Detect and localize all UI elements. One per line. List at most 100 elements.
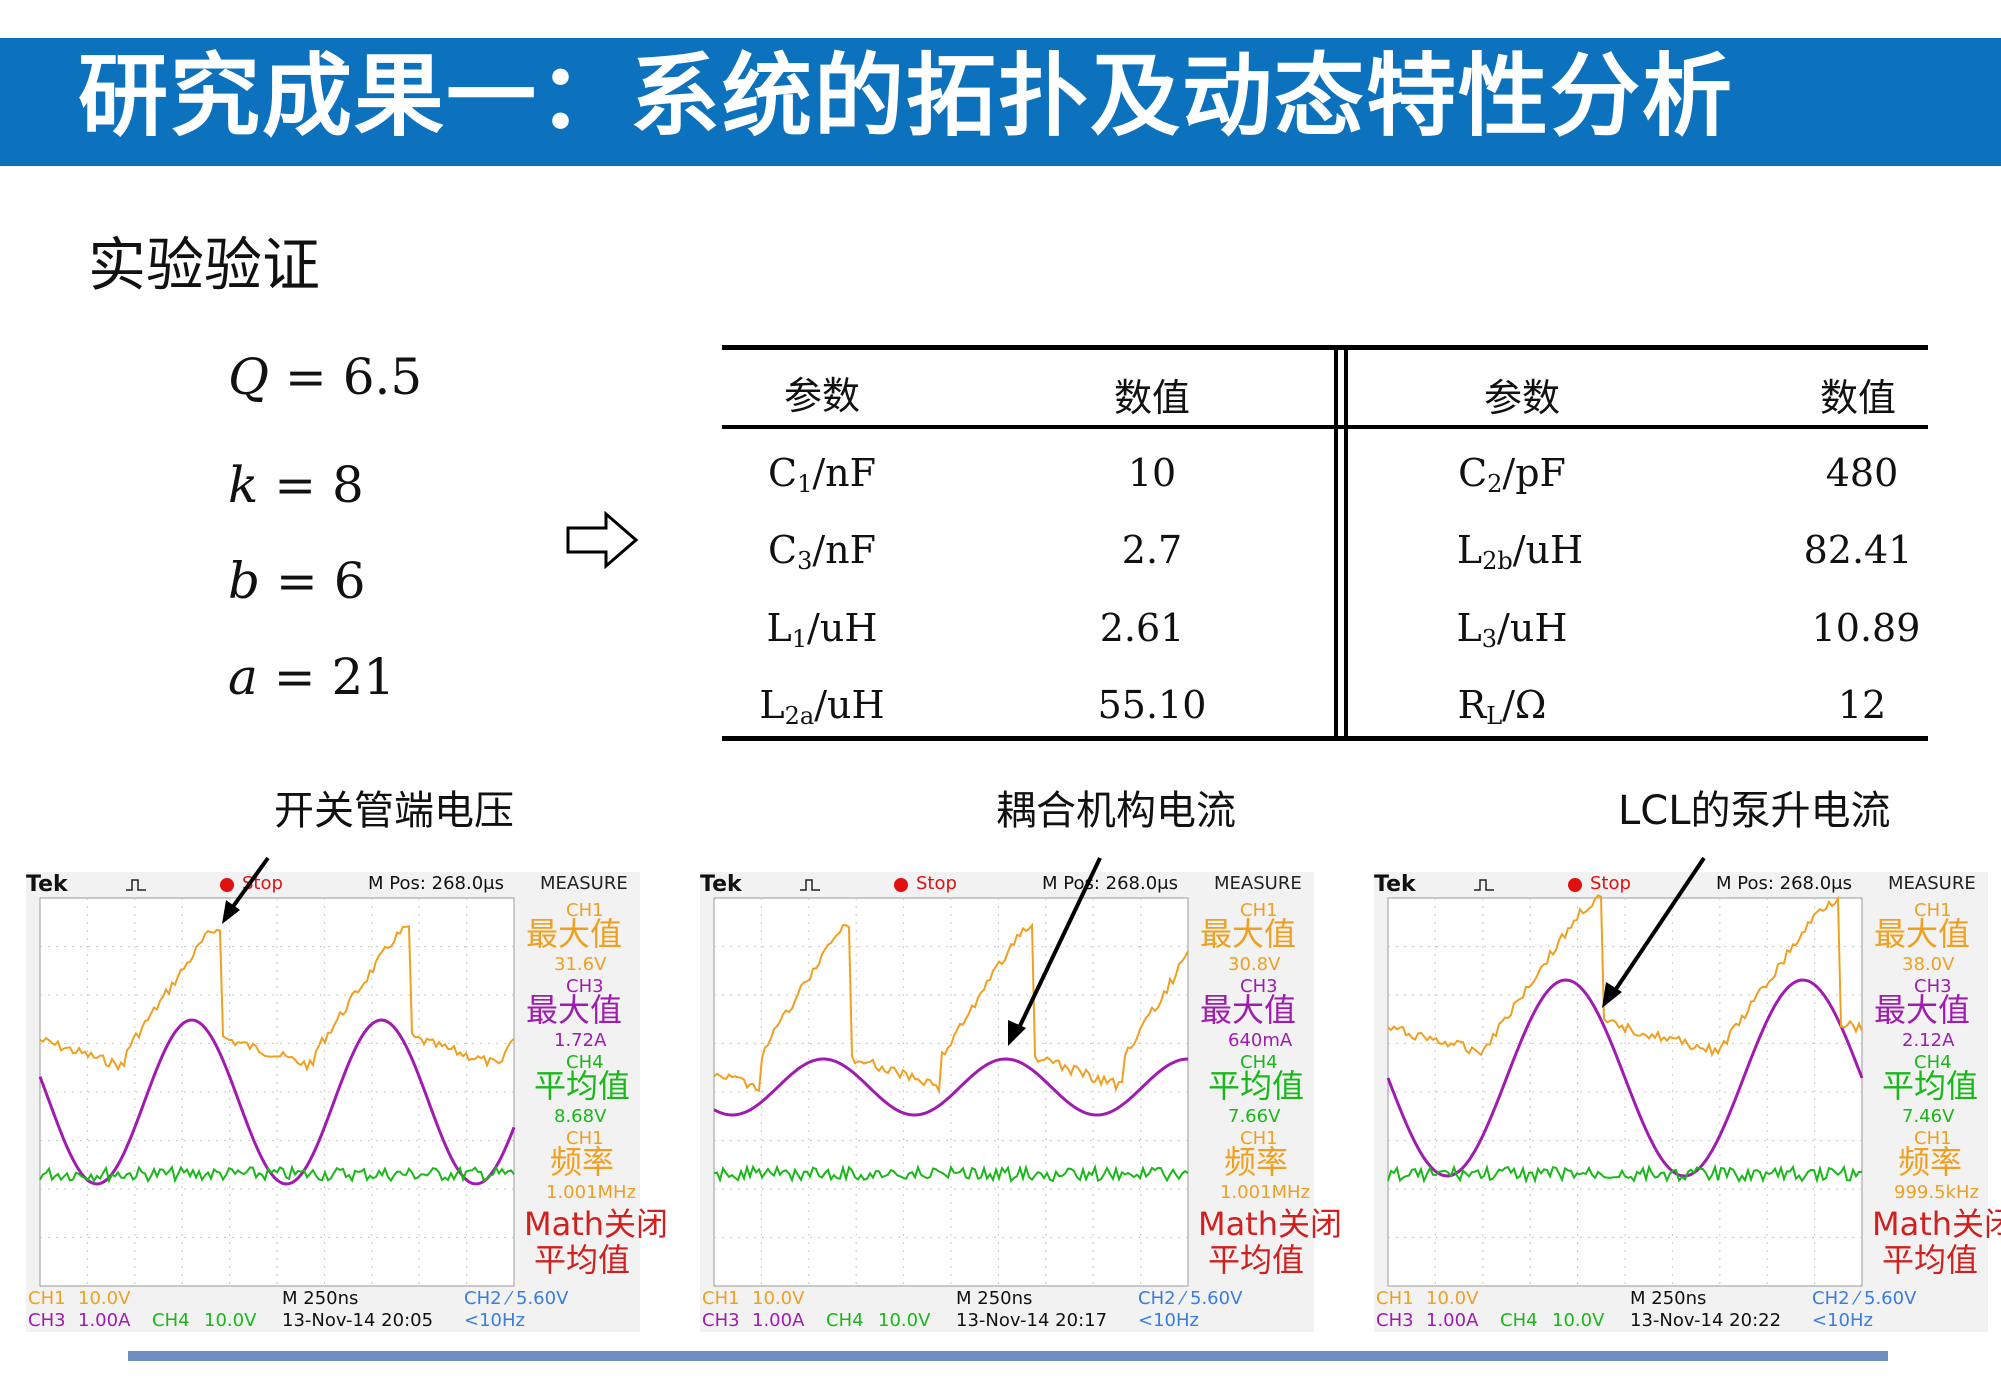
param-cell: C3/nF	[767, 528, 876, 575]
eq-value: 6	[333, 552, 366, 610]
value-cell: 10	[1127, 451, 1177, 495]
eq-value: 8	[332, 456, 364, 514]
table-divider	[1334, 345, 1338, 741]
footer-ch1-scale: 10.0V	[1426, 1288, 1479, 1309]
table-header-value: 数值	[1113, 376, 1190, 420]
equation-q: Q = 6.5	[228, 348, 423, 406]
math-off-label: Math关闭	[1872, 1205, 2001, 1243]
measure-label: 频率	[1224, 1143, 1289, 1181]
table-header-param: 参数	[1483, 376, 1560, 420]
arrow-head-icon	[1602, 982, 1622, 1008]
right-arrow-icon	[566, 510, 639, 570]
footer-ch1: CH1	[702, 1288, 740, 1309]
footer-datetime: 13-Nov-14 20:22	[1630, 1310, 1782, 1331]
value-cell: 10.89	[1811, 606, 1921, 650]
measure-label: 最大值	[526, 915, 623, 953]
footer-bar	[128, 1351, 1888, 1361]
measure-value: 31.6V	[554, 954, 607, 975]
measure-header: MEASURE	[1214, 873, 1302, 894]
footer-timebase: M 250ns	[1630, 1288, 1707, 1309]
footer-ch1: CH1	[1376, 1288, 1414, 1309]
measure-label: 平均值	[1882, 1067, 1979, 1105]
footer-ch3: CH3	[28, 1310, 66, 1331]
measure-value: 7.66V	[1228, 1106, 1281, 1127]
measure-label: 平均值	[534, 1241, 631, 1279]
value-cell: 2.7	[1121, 528, 1183, 572]
measure-label: 平均值	[1882, 1241, 1979, 1279]
measure-channel: CH1	[1240, 900, 1278, 921]
param-cell: L1/uH	[766, 606, 878, 653]
table-header-rule	[722, 425, 1928, 429]
pulse-icon	[1474, 879, 1494, 891]
math-off-label: Math关闭	[524, 1205, 669, 1243]
measure-value: 30.8V	[1228, 954, 1281, 975]
pulse-icon	[126, 879, 146, 891]
footer-trigger: CH2 ⁄ 5.60V	[1138, 1288, 1243, 1309]
measure-label: 平均值	[534, 1067, 631, 1105]
tek-logo: Tek	[1374, 872, 1416, 897]
footer-ch1: CH1	[28, 1288, 66, 1309]
measure-channel: CH1	[566, 900, 604, 921]
ch4-waveform	[1387, 1163, 1863, 1185]
footer-ch4: CH4	[152, 1310, 190, 1331]
title-bar	[0, 38, 2001, 166]
footer-ch4: CH4	[1500, 1310, 1538, 1331]
arrow-head-icon	[222, 900, 240, 924]
eq-var: b	[228, 552, 261, 610]
measure-label: 最大值	[526, 991, 623, 1029]
section-subtitle: 实验验证	[88, 231, 321, 299]
measure-label: 最大值	[1874, 991, 1971, 1029]
equation-k: k = 8	[228, 456, 364, 514]
math-off-label: Math关闭	[1198, 1205, 1343, 1243]
footer-ch1-scale: 10.0V	[78, 1288, 131, 1309]
measure-channel: CH3	[566, 976, 604, 997]
stop-indicator-icon	[894, 878, 908, 892]
table-bottom-rule	[722, 736, 1928, 741]
time-position: M Pos: 268.0μs	[1716, 873, 1853, 894]
measure-channel: CH1	[1240, 1128, 1278, 1149]
eq-value: 21	[331, 648, 396, 706]
measure-channel: CH4	[1240, 1052, 1278, 1073]
param-cell: RL/Ω	[1457, 683, 1547, 730]
stop-indicator-icon	[1568, 878, 1582, 892]
caption-lcl-current: LCL的泵升电流	[1618, 788, 1891, 834]
ch4-waveform	[39, 1164, 515, 1184]
measure-value: 7.46V	[1902, 1106, 1955, 1127]
footer-trigger: CH2 ⁄ 5.60V	[1812, 1288, 1917, 1309]
caption-coupler-current: 耦合机构电流	[996, 788, 1236, 834]
table-top-rule	[722, 345, 1928, 350]
footer-ch3-scale: 1.00A	[1426, 1310, 1479, 1331]
footer-datetime: 13-Nov-14 20:17	[956, 1310, 1108, 1331]
param-cell: L2a/uH	[759, 683, 885, 730]
oscilloscope-screen-3: Tek Stop M Pos: 268.0μs MEASURE CH1 最大值 38.0V C…	[1374, 872, 2001, 1332]
param-cell: L2b/uH	[1456, 528, 1584, 575]
measure-channel: CH1	[566, 1128, 604, 1149]
tek-logo: Tek	[26, 872, 68, 897]
ch3-waveform	[1386, 978, 1864, 1178]
measure-label: 最大值	[1874, 915, 1971, 953]
page-title: 研究成果一：系统的拓扑及动态特性分析	[78, 44, 1734, 149]
measure-value: 8.68V	[554, 1106, 607, 1127]
value-cell: 12	[1837, 683, 1887, 727]
oscilloscope-screen-1: Tek Stop M Pos: 268.0μs MEASURE CH1 最大值 31.6V C…	[26, 872, 668, 1332]
measure-label: 最大值	[1200, 991, 1297, 1029]
measure-value: 640mA	[1228, 1030, 1293, 1051]
ch1-waveform	[713, 922, 1189, 1095]
status-stop: Stop	[916, 873, 957, 894]
eq-var: a	[228, 648, 258, 706]
arrow-head-icon	[1008, 1020, 1026, 1046]
value-cell: 55.10	[1097, 683, 1207, 727]
ch1-waveform	[39, 925, 515, 1073]
footer-datetime: 13-Nov-14 20:05	[282, 1310, 434, 1331]
ch1-waveform	[1387, 894, 1863, 1058]
footer-ch1-scale: 10.0V	[752, 1288, 805, 1309]
table-header-value: 数值	[1819, 376, 1896, 420]
footer-trigger: CH2 ⁄ 5.60V	[464, 1288, 569, 1309]
measure-channel: CH1	[1914, 900, 1952, 921]
annotation-arrow-icon	[230, 856, 270, 910]
footer-ch3: CH3	[1376, 1310, 1414, 1331]
measure-value: 999.5kHz	[1894, 1182, 1979, 1203]
footer-timebase: M 250ns	[956, 1288, 1033, 1309]
footer-ch3: CH3	[702, 1310, 740, 1331]
